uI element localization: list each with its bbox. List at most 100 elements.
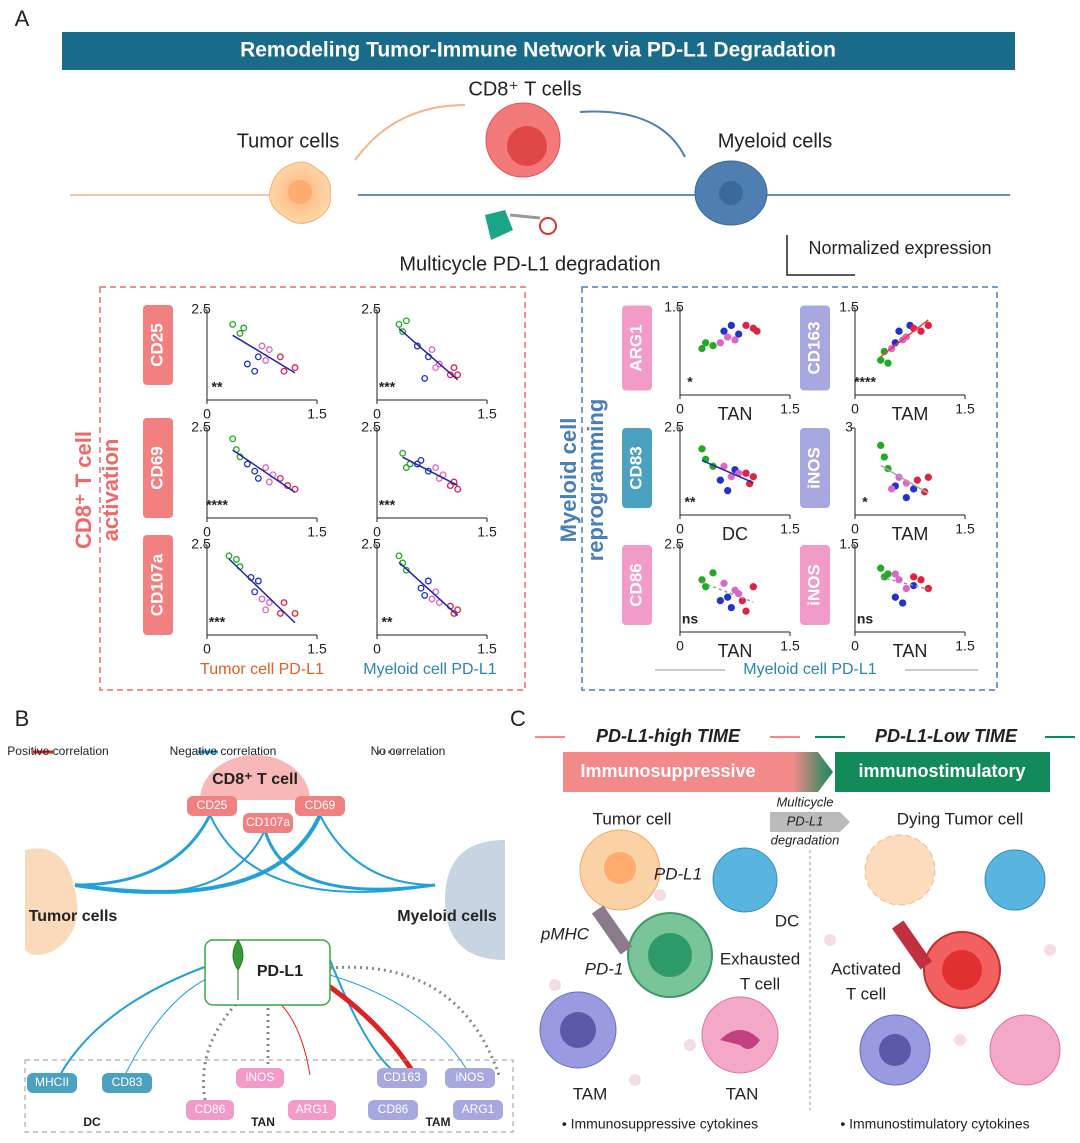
dc-cell — [984, 849, 1046, 911]
activated-nucleus — [942, 950, 982, 990]
point — [254, 474, 262, 482]
label: 0 — [851, 521, 859, 537]
label: Myeloid cell PD-L1 — [363, 661, 496, 678]
x-label: DC — [722, 524, 748, 544]
exhausted-nucleus — [648, 933, 692, 977]
point — [251, 467, 259, 475]
label: • Immunosuppressive cytokines — [562, 1116, 758, 1132]
label: CD86 — [195, 1102, 226, 1116]
legend-label: Positive correlation — [7, 744, 108, 758]
point — [698, 576, 706, 584]
point — [254, 353, 262, 361]
point — [280, 367, 288, 375]
point — [742, 469, 750, 477]
point — [895, 576, 903, 584]
point — [225, 552, 233, 560]
point — [395, 552, 403, 560]
label: Immunosuppressive — [580, 761, 755, 781]
label: DC — [775, 911, 800, 930]
row-label-box — [143, 418, 173, 518]
transition-arrow — [793, 752, 833, 792]
point — [454, 485, 462, 493]
label: iNOS — [456, 1070, 485, 1084]
significance: *** — [379, 497, 396, 513]
point — [716, 339, 724, 347]
label: B — [15, 706, 30, 731]
label: CD163 — [804, 322, 823, 375]
marker-pill — [368, 1100, 418, 1120]
cytokines — [549, 889, 1056, 1086]
label: Remodeling Tumor-Immune Network via PD-L… — [240, 39, 836, 62]
point — [291, 609, 299, 617]
point — [749, 473, 757, 481]
label: PD-L1 — [787, 813, 824, 828]
label: iNOS — [804, 564, 823, 606]
pdl1-icon — [232, 939, 244, 1000]
tam-nucleus — [879, 1034, 911, 1066]
point — [924, 321, 932, 330]
stimulatory-bar — [835, 752, 1050, 792]
label: 0 — [203, 524, 211, 540]
label: ARG1 — [296, 1102, 329, 1116]
label: CD107a — [246, 815, 290, 829]
point — [910, 485, 918, 493]
label: 1.5 — [780, 521, 800, 537]
label: 1.5 — [307, 524, 327, 540]
row-label-box — [143, 305, 173, 385]
point — [232, 555, 240, 563]
label: 3 — [845, 419, 853, 435]
point — [877, 441, 885, 450]
label: 0 — [676, 401, 684, 417]
point — [720, 579, 728, 587]
significance: ** — [382, 614, 393, 630]
point — [243, 360, 251, 368]
point — [402, 566, 410, 574]
point — [709, 569, 717, 577]
point — [702, 583, 710, 591]
label: 2.5 — [664, 419, 684, 435]
tan-nucleus — [720, 1030, 760, 1049]
label: Tumor cell PD-L1 — [200, 661, 324, 678]
legend-label: Negative correlation — [170, 744, 277, 758]
label: 1.5 — [780, 638, 800, 654]
label: • Immunostimulatory cytokines — [840, 1116, 1029, 1132]
point — [884, 570, 892, 578]
label: CD83 — [626, 446, 645, 489]
fit-line — [398, 561, 459, 616]
point — [262, 464, 270, 472]
point — [902, 584, 910, 593]
point — [742, 607, 750, 615]
point — [917, 327, 925, 335]
fit-line — [880, 319, 929, 358]
point — [902, 493, 910, 502]
label: 2.5 — [191, 419, 211, 435]
point — [709, 342, 717, 350]
tumor-cell-label: Tumor cell — [593, 809, 672, 828]
point — [251, 367, 259, 375]
point — [724, 593, 732, 601]
label: 0 — [373, 524, 381, 540]
fit-line — [232, 334, 296, 374]
degradation-arrow — [770, 812, 850, 832]
activated: Activated — [831, 959, 901, 978]
label: PD-L1 — [257, 963, 303, 980]
marker-pill — [102, 1073, 152, 1093]
x-label: TAM — [892, 524, 929, 544]
marker-pill — [453, 1100, 503, 1120]
tam-nucleus — [560, 1012, 596, 1048]
label: CD8⁺ T cell — [71, 431, 96, 549]
point — [432, 464, 440, 472]
point — [913, 476, 921, 484]
label: Myeloid cells — [397, 908, 497, 925]
label: CD86 — [626, 563, 645, 606]
point — [424, 577, 432, 585]
label: 1.5 — [955, 521, 975, 537]
pdl1-label: PD-L1 — [654, 864, 702, 883]
point — [251, 588, 259, 596]
point — [276, 353, 284, 361]
marker-pill — [445, 1068, 495, 1088]
tumor-shape — [25, 848, 78, 955]
marker-pill — [186, 1100, 234, 1120]
label: ARG1 — [626, 324, 645, 371]
point — [229, 320, 237, 328]
